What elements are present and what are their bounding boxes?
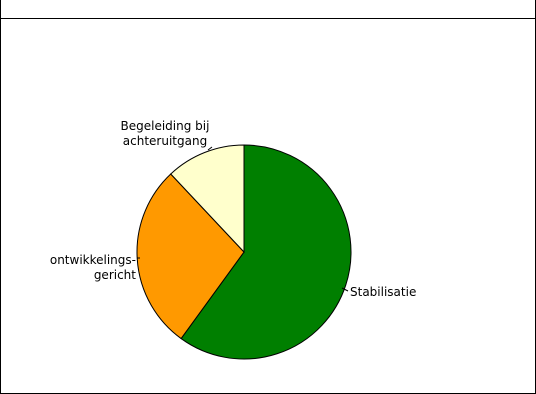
pie-slice-0 — [180, 144, 352, 360]
leader-line-0 — [341, 287, 349, 292]
pie-slices — [136, 144, 352, 360]
slice-labels: Stabilisatie ontwikkelings-gericht Begelei… — [50, 119, 416, 299]
slice-label-1: ontwikkelings-gericht — [50, 253, 136, 282]
pie-slice-2 — [170, 144, 245, 254]
slice-label-2: Begeleiding bij achteruitgang — [121, 119, 210, 148]
slice-label-0: Stabilisatie — [350, 285, 416, 299]
leader-lines — [137, 146, 349, 292]
leader-line-2 — [207, 146, 213, 151]
pie-slice-1 — [136, 173, 245, 340]
